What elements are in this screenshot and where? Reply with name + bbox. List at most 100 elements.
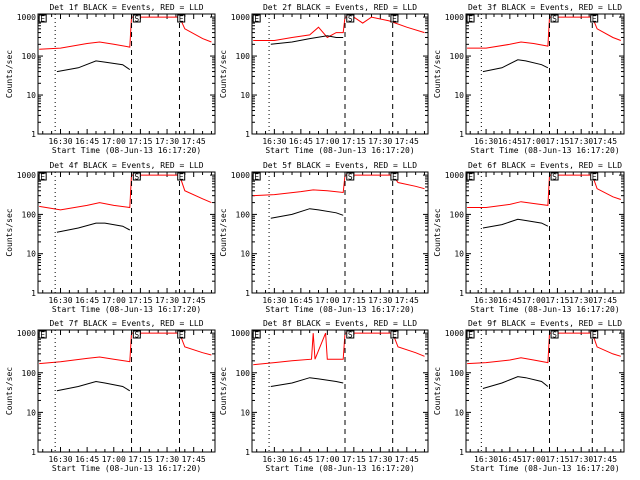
lld-rate-line: [467, 332, 621, 365]
box-marker-label: E: [392, 331, 397, 340]
y-axis-label: Counts/sec: [5, 50, 14, 98]
box-marker: [346, 172, 355, 181]
box-marker: [346, 330, 355, 339]
box-marker: [590, 14, 599, 23]
events-rate-line: [56, 380, 131, 392]
detector-panel: Det 5f BLACK = Events, RED = LLD 1 10 100 10…: [219, 161, 429, 314]
x-axis-label: Start Time (08-Jun-13 16:17:20): [52, 146, 201, 155]
box-marker: [466, 172, 475, 181]
x-axis-label: Start Time (08-Jun-13 16:17:20): [265, 146, 414, 155]
detector-panel: Det 7f BLACK = Events, RED = LLD 1 10 100 10…: [5, 319, 216, 473]
plot-frame: [37, 171, 216, 294]
box-marker-label: S: [134, 173, 139, 182]
x-tick-label: 17:15: [545, 455, 569, 464]
plot-frame: [465, 13, 625, 135]
box-marker: [252, 172, 261, 181]
events-rate-line: [482, 376, 549, 389]
y-tick-label: 1000: [445, 329, 464, 338]
box-marker: [252, 14, 261, 23]
box-marker-label: S: [552, 331, 557, 340]
box-marker: [466, 14, 475, 23]
box-marker-label: E: [254, 15, 259, 24]
x-tick-label: 16:45: [498, 455, 522, 464]
box-marker: [38, 14, 47, 23]
box-marker: [252, 330, 261, 339]
box-marker-label: E: [179, 331, 184, 340]
x-tick-label: 16:30: [474, 455, 498, 464]
x-tick-label: 16:45: [289, 137, 313, 146]
y-tick-label: 1: [459, 448, 464, 457]
detector-panel: Det 4f BLACK = Events, RED = LLD 1 10 100 10…: [5, 161, 216, 314]
y-tick-label: 100: [236, 369, 251, 378]
x-tick-label: 17:30: [569, 137, 593, 146]
x-axis-label: Start Time (08-Jun-13 16:17:20): [470, 146, 619, 155]
x-tick-label: 17:30: [155, 296, 179, 305]
y-tick-label: 1000: [231, 13, 250, 22]
box-marker: [346, 14, 355, 23]
panel-title: Det 8f BLACK = Events, RED = LLD: [263, 319, 417, 328]
box-marker: [132, 330, 141, 339]
events-rate-line: [56, 60, 131, 73]
x-tick-label: 17:30: [155, 137, 179, 146]
lld-rate-line: [467, 16, 621, 49]
box-marker: [390, 172, 399, 181]
y-tick-label: 100: [450, 210, 465, 219]
box-marker: [38, 330, 47, 339]
y-axis-label: Counts/sec: [219, 50, 228, 98]
x-tick-label: 16:45: [75, 137, 99, 146]
panel-title: Det 5f BLACK = Events, RED = LLD: [263, 161, 417, 170]
y-tick-label: 1000: [17, 329, 36, 338]
box-marker: [177, 330, 186, 339]
x-tick-label: 16:45: [75, 455, 99, 464]
y-tick-label: 100: [236, 52, 251, 61]
lld-rate-line: [39, 16, 212, 50]
x-tick-label: 17:15: [342, 455, 366, 464]
box-marker-label: E: [40, 15, 45, 24]
x-tick-label: 16:30: [48, 137, 72, 146]
y-tick-label: 100: [22, 369, 37, 378]
detector-panel: Det 1f BLACK = Events, RED = LLD 1 10 100 10…: [5, 3, 216, 155]
plot-frame: [37, 13, 216, 135]
x-tick-label: 16:45: [289, 296, 313, 305]
box-marker-label: S: [134, 15, 139, 24]
box-marker-label: E: [392, 173, 397, 182]
box-marker-label: E: [468, 331, 473, 340]
x-tick-label: 17:45: [395, 296, 419, 305]
x-tick-label: 17:30: [569, 455, 593, 464]
y-tick-label: 100: [22, 52, 37, 61]
plot-frame: [465, 329, 625, 453]
y-tick-label: 10: [26, 408, 36, 417]
x-axis-label: Start Time (08-Jun-13 16:17:20): [470, 464, 619, 473]
y-tick-label: 1000: [445, 13, 464, 22]
x-tick-label: 16:45: [498, 296, 522, 305]
y-tick-label: 10: [240, 250, 250, 259]
y-tick-label: 1: [245, 448, 250, 457]
y-tick-label: 100: [22, 210, 37, 219]
x-tick-label: 17:00: [315, 296, 339, 305]
y-tick-label: 100: [236, 210, 251, 219]
x-axis-label: Start Time (08-Jun-13 16:17:20): [265, 305, 414, 314]
x-tick-label: 17:00: [315, 455, 339, 464]
panel-title: Det 3f BLACK = Events, RED = LLD: [468, 3, 622, 12]
box-marker: [550, 14, 559, 23]
x-tick-label: 17:45: [395, 137, 419, 146]
x-tick-label: 17:00: [315, 137, 339, 146]
x-tick-label: 17:45: [182, 137, 206, 146]
box-marker-label: S: [348, 15, 353, 24]
x-tick-label: 17:00: [102, 137, 126, 146]
x-tick-label: 16:30: [262, 137, 286, 146]
detector-panel: Det 8f BLACK = Events, RED = LLD 1 10 100 10…: [219, 319, 429, 473]
x-tick-label: 16:45: [75, 296, 99, 305]
box-marker-label: S: [348, 173, 353, 182]
events-rate-line: [56, 222, 131, 233]
events-rate-line: [482, 218, 549, 229]
x-tick-label: 17:30: [368, 455, 392, 464]
x-tick-label: 17:15: [128, 455, 152, 464]
x-tick-label: 17:00: [102, 455, 126, 464]
box-marker-label: E: [254, 331, 259, 340]
x-tick-label: 17:45: [182, 455, 206, 464]
box-marker-label: S: [134, 331, 139, 340]
y-tick-label: 1: [459, 130, 464, 139]
box-marker-label: E: [592, 331, 597, 340]
